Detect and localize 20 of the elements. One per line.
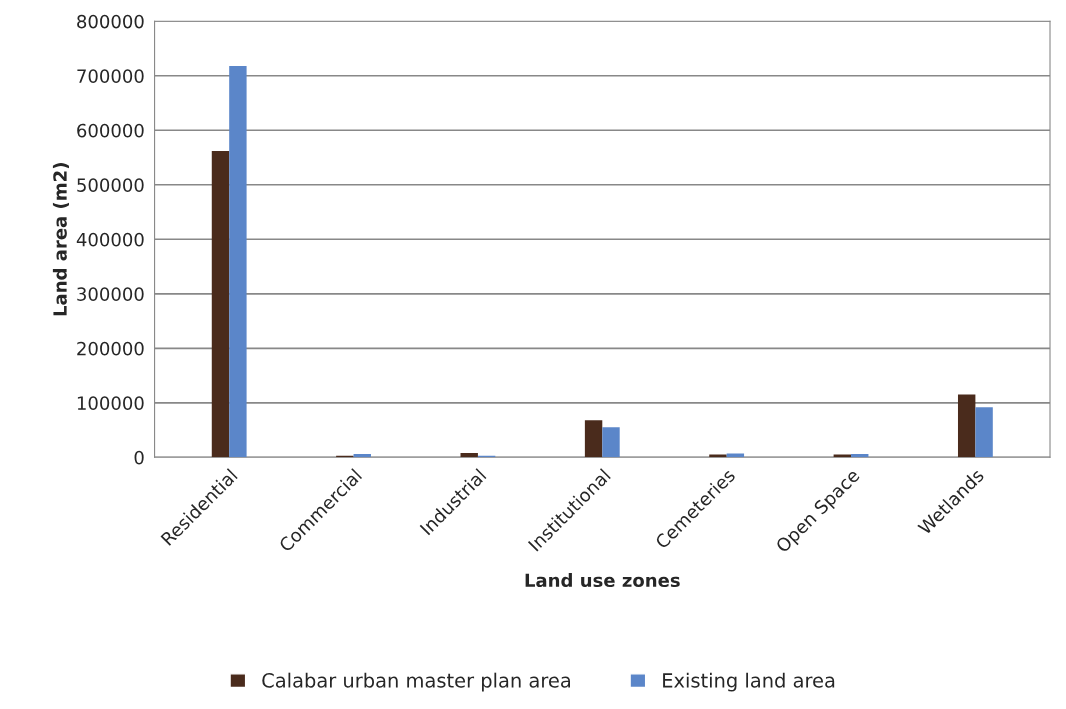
legend-label: Existing land area (663, 672, 835, 692)
bar (229, 65, 247, 458)
y-tick-label: 600000 (77, 123, 144, 138)
y-tick-label: 800000 (77, 14, 144, 29)
bar (584, 420, 603, 458)
y-axis-title: Land area (m2) (52, 163, 69, 316)
bar (211, 150, 230, 458)
bar (975, 407, 993, 458)
legend-label: Calabar urban master plan area (262, 672, 571, 692)
bar (957, 394, 976, 458)
y-tick-label: 200000 (77, 341, 144, 356)
bar (726, 453, 745, 458)
y-tick-label: 700000 (77, 69, 144, 83)
y-tick-label: 100000 (77, 396, 144, 410)
bar (602, 427, 620, 458)
y-tick-label: 400000 (76, 232, 144, 247)
y-tick-label: 300000 (77, 287, 144, 301)
x-axis-title: Land use zones (525, 573, 680, 588)
y-tick-label: 0 (134, 450, 144, 465)
y-tick-label: 500000 (77, 178, 144, 192)
